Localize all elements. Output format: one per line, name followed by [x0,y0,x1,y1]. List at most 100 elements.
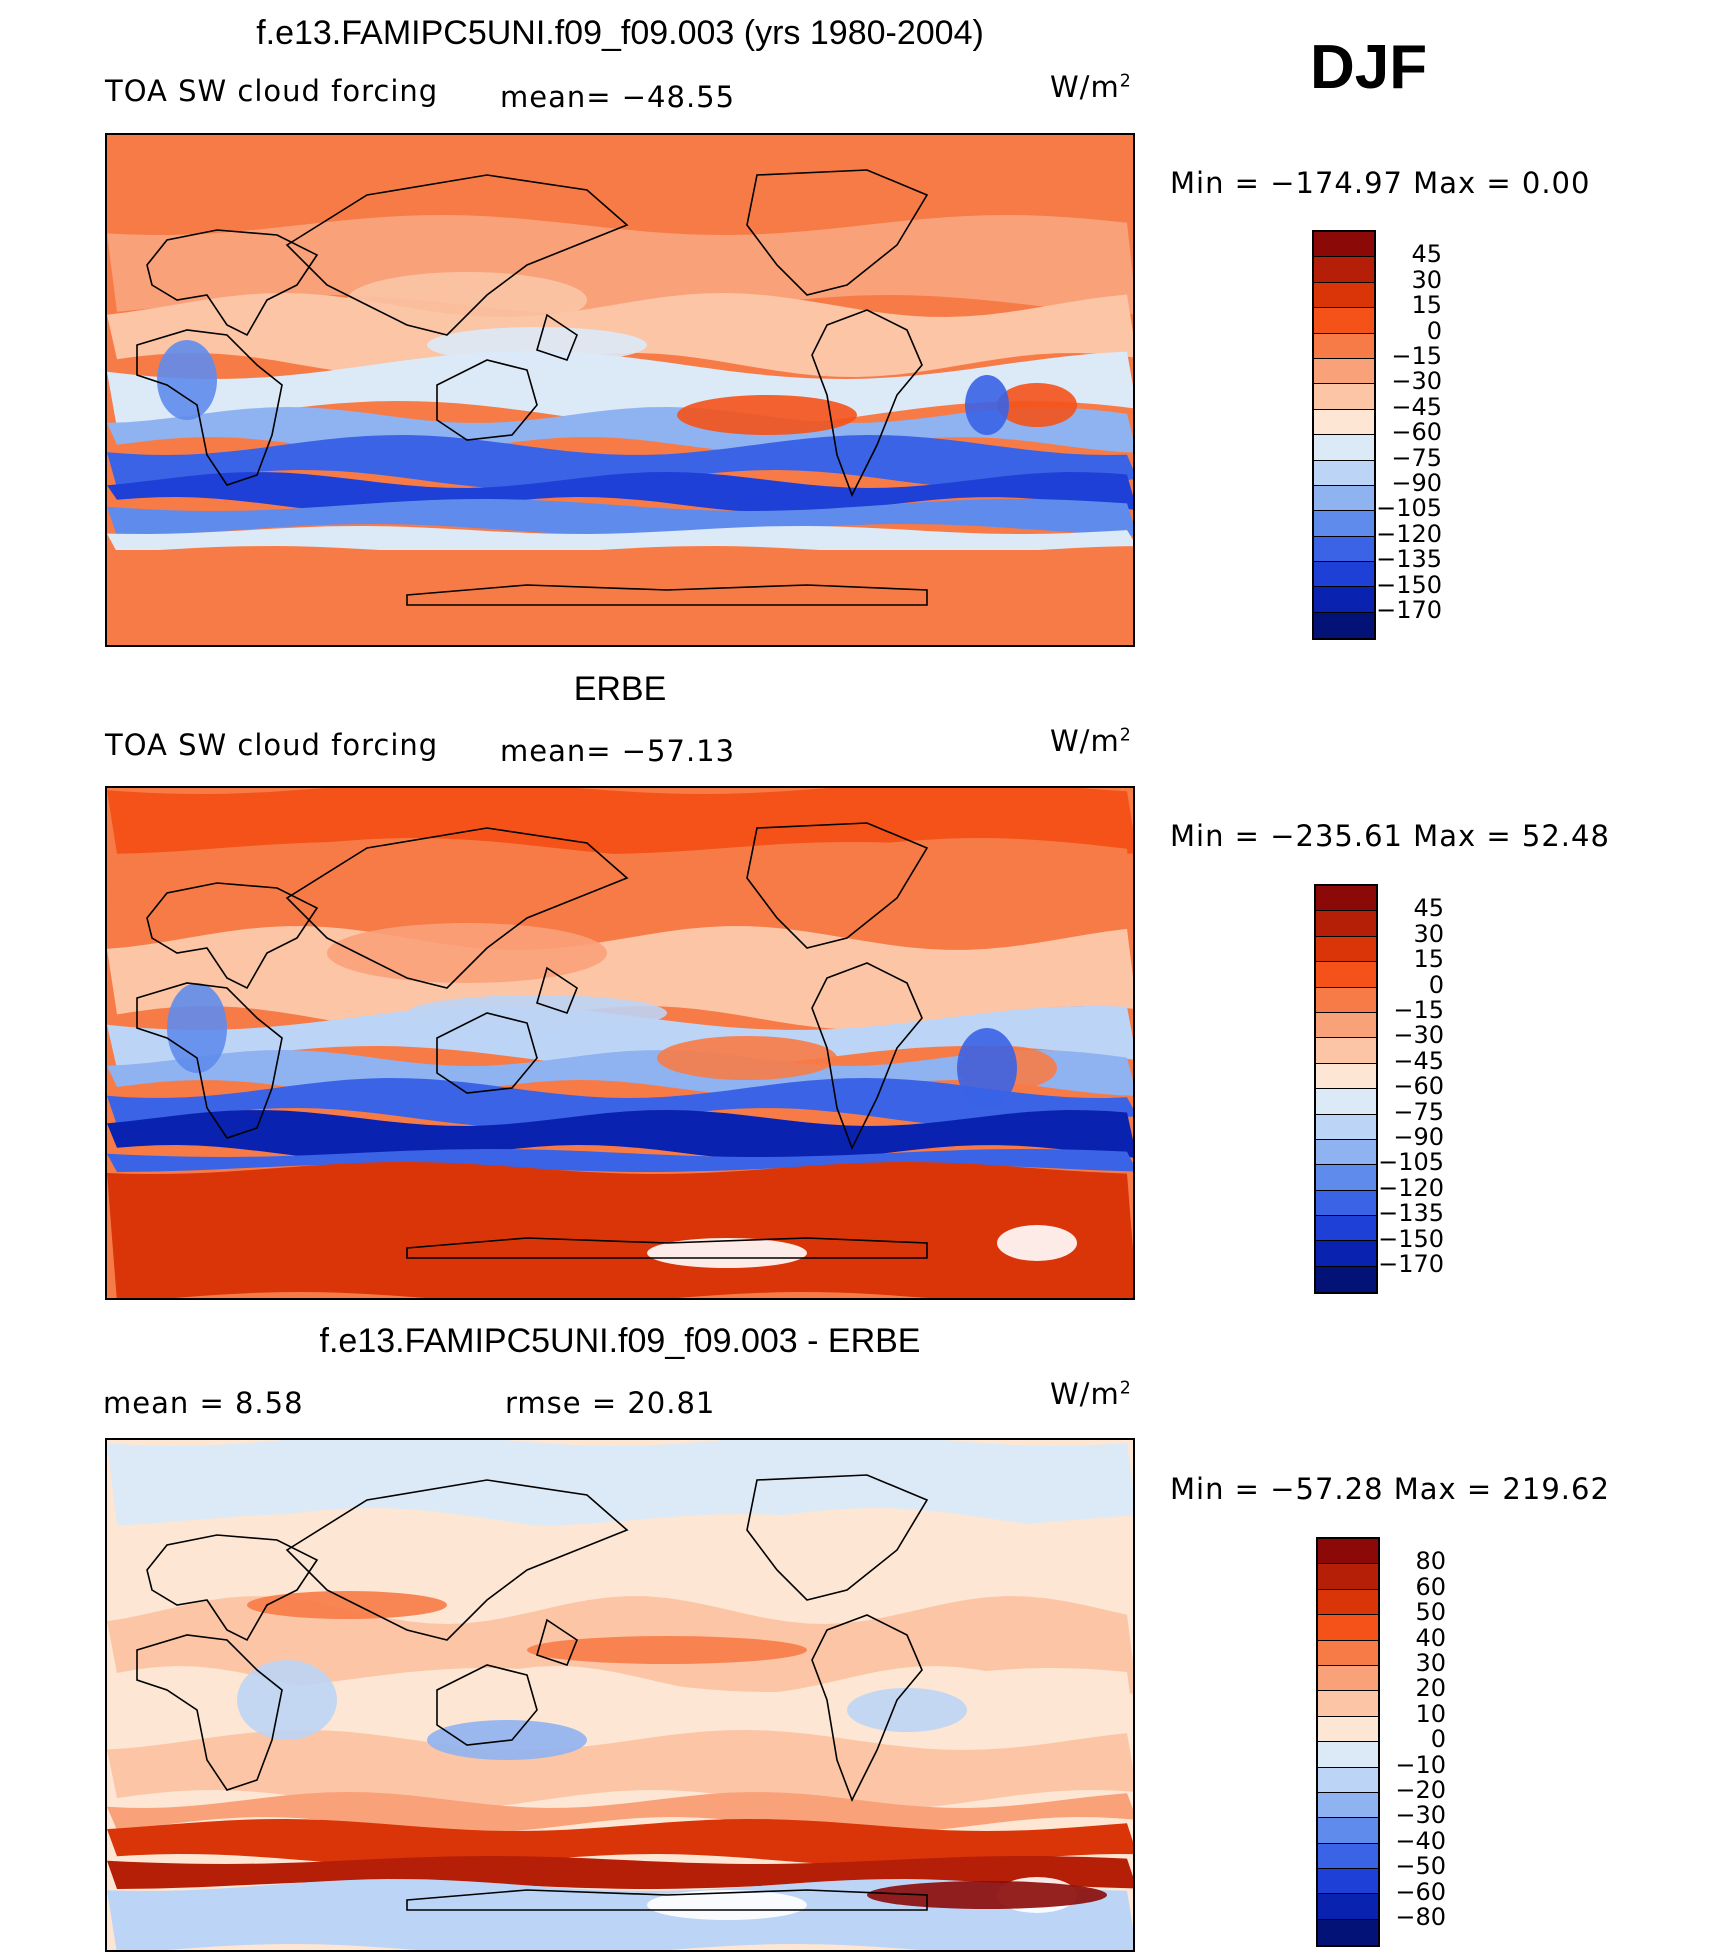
colorbar-bin [1318,1640,1378,1666]
colorbar-bin [1316,1165,1376,1191]
colorbar-tick-label: 45 [1411,240,1442,269]
colorbar-bin [1318,1818,1378,1844]
contour-fill [107,1440,1133,1950]
colorbar-bin [1316,1216,1376,1242]
colorbar-bin [1316,1114,1376,1140]
panel1-map [105,133,1135,647]
colorbar-tick-label: −15 [1393,996,1444,1024]
colorbar-bin [1318,1792,1378,1819]
panel2-minmax: Min = −235.61 Max = 52.48 [1170,819,1610,853]
panel2-mean-label: mean= −57.13 [500,734,736,768]
colorbar-tick-label: −150 [1376,570,1442,599]
colorbar-bin [1314,485,1374,512]
colorbar-tick-label: −105 [1376,494,1442,523]
colorbar-tick-label: 30 [1415,1649,1446,1677]
colorbar-tick-label: 80 [1415,1547,1446,1576]
colorbar-tick-label: 15 [1411,291,1442,320]
colorbar-bin [1314,282,1374,309]
colorbar-tick-label: −135 [1376,545,1442,574]
colorbar-bin [1314,358,1374,385]
panel3-colorbar [1316,1537,1380,1948]
colorbar-tick-label: 30 [1413,919,1444,948]
colorbar-bin [1314,232,1374,258]
colorbar-tick-label: −90 [1393,1123,1444,1151]
colorbar-bin [1316,1139,1376,1166]
colorbar-bin [1318,1767,1378,1793]
colorbar-bin [1316,1038,1376,1064]
season-label: DJF [1310,33,1428,102]
panel1-mean-label: mean= −48.55 [500,80,736,114]
contour-fill [107,788,1133,1298]
colorbar-bin [1318,1919,1378,1946]
colorbar-tick-label: 30 [1411,265,1442,294]
colorbar-tick-label: −170 [1376,596,1442,624]
colorbar-tick-label: −75 [1391,443,1442,472]
colorbar-bin [1314,562,1374,588]
colorbar-bin [1314,384,1374,410]
colorbar-tick-label: −120 [1378,1173,1444,1202]
colorbar-bin [1318,1716,1378,1743]
colorbar-bin [1314,587,1374,613]
colorbar-tick-label: −150 [1378,1224,1444,1253]
coastlines [136,822,929,1259]
panel2-title: ERBE [573,670,667,708]
colorbar-tick-label: −15 [1391,342,1442,370]
colorbar-bin [1318,1742,1378,1768]
colorbar-tick-label: 15 [1413,945,1444,974]
colorbar-tick-label: 60 [1415,1572,1446,1601]
colorbar-tick-label: −60 [1395,1877,1446,1906]
panel2-colorbar [1314,884,1378,1295]
colorbar-bin [1318,1665,1378,1692]
colorbar-tick-label: 45 [1413,894,1444,923]
contour-fill [107,135,1133,645]
colorbar-tick-label: −45 [1393,1046,1444,1075]
colorbar-bin [1316,1089,1376,1115]
colorbar-bin [1314,308,1374,334]
colorbar-tick-label: −90 [1391,469,1442,497]
colorbar-tick-label: 50 [1415,1598,1446,1627]
panel1-title: f.e13.FAMIPC5UNI.f09_f09.003 (yrs 1980-2… [256,14,984,52]
panel3-map-svg [107,1440,1133,1950]
colorbar-tick-label: −135 [1378,1199,1444,1228]
colorbar-bin [1318,1691,1378,1717]
colorbar-tick-label: 0 [1428,970,1444,999]
colorbar-bin [1316,1063,1376,1090]
colorbar-tick-label: −120 [1376,519,1442,548]
colorbar-tick-label: 40 [1415,1623,1446,1652]
panel2-map [105,786,1135,1300]
colorbar-bin [1316,962,1376,988]
colorbar-tick-label: −80 [1395,1903,1446,1931]
colorbar-bin [1314,536,1374,563]
panel2-units: W/m2 [1050,724,1132,758]
colorbar-bin [1316,936,1376,963]
panel1-colorbar [1312,230,1376,641]
colorbar-bin [1316,987,1376,1013]
panel3-minmax: Min = −57.28 Max = 219.62 [1170,1472,1610,1506]
colorbar-bin [1314,333,1374,359]
colorbar-tick-label: −105 [1378,1148,1444,1177]
colorbar-bin [1318,1894,1378,1920]
colorbar-bin [1314,257,1374,283]
panel1-map-svg [107,135,1133,645]
colorbar-tick-label: −50 [1395,1852,1446,1881]
colorbar-tick-label: −45 [1391,392,1442,421]
colorbar-bin [1316,1266,1376,1293]
panel3-title: f.e13.FAMIPC5UNI.f09_f09.003 - ERBE [319,1322,921,1360]
coastlines [136,1474,929,1911]
colorbar-bin [1316,886,1376,912]
colorbar-bin [1318,1589,1378,1616]
panel3-mean-label: mean = 8.58 [103,1386,304,1420]
colorbar-tick-label: −30 [1395,1801,1446,1830]
colorbar-bin [1318,1615,1378,1641]
colorbar-bin [1314,460,1374,486]
colorbar-tick-label: −30 [1391,367,1442,396]
panel1-units: W/m2 [1050,70,1132,104]
colorbar-bin [1316,911,1376,937]
colorbar-bin [1314,435,1374,461]
panel3-units: W/m2 [1050,1377,1132,1411]
colorbar-tick-label: −10 [1395,1750,1446,1779]
colorbar-bin [1314,409,1374,436]
colorbar-bin [1314,612,1374,639]
panel2-map-svg [107,788,1133,1298]
colorbar-tick-label: −75 [1393,1097,1444,1126]
